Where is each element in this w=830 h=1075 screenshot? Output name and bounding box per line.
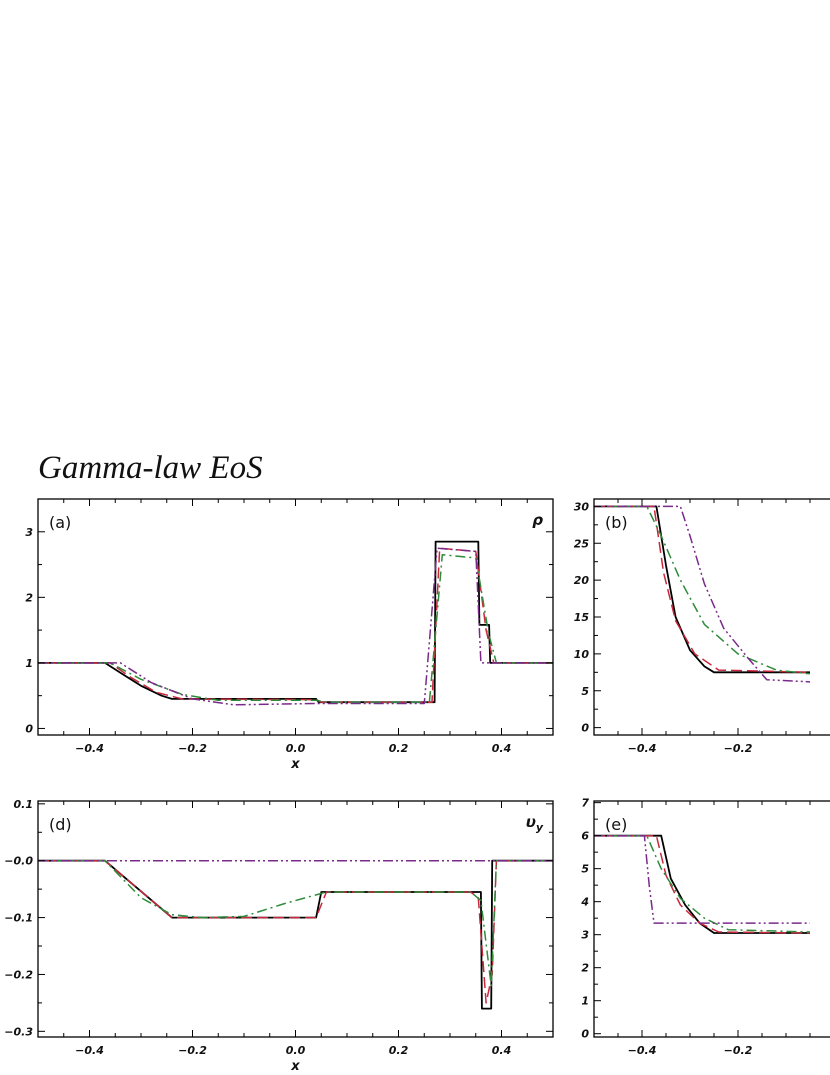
x-tick-label: 0.2 <box>389 1044 409 1057</box>
x-tick-label: −0.4 <box>75 742 104 755</box>
y-tick-label: 20 <box>574 574 590 587</box>
plot-frame <box>593 800 830 1038</box>
y-tick-label: 0 <box>581 722 589 735</box>
y-tick-label: 10 <box>574 648 590 661</box>
x-axis-label: x <box>290 1059 300 1074</box>
x-tick-label: −0.2 <box>724 742 753 755</box>
y-tick-label: 2 <box>581 962 589 975</box>
panel-label: (b) <box>605 513 628 532</box>
series-line-solid <box>38 859 553 1010</box>
series-line-dashdot <box>594 834 811 933</box>
y-tick-label: 1 <box>25 657 33 670</box>
x-tick-label: −0.4 <box>628 742 657 755</box>
panel-a: −0.4 −0.2 0.0 0.2 0.4 0 1 2 3 (a) ρ x <box>25 498 554 772</box>
y-tick-label: 25 <box>574 537 590 550</box>
series-line-dashdotdot <box>594 834 810 924</box>
plot-frame <box>37 800 554 1038</box>
series-line-dashdotdot <box>38 547 553 706</box>
series-line-dashdotdot <box>594 505 811 683</box>
y-tick-label: 5 <box>581 685 589 698</box>
x-tick-label: −0.4 <box>75 1044 104 1057</box>
y-tick-label: 0 <box>25 722 33 735</box>
x-tick-label: 0.2 <box>389 742 409 755</box>
x-tick-label: −0.2 <box>178 742 207 755</box>
x-tick-label: −0.2 <box>724 1044 753 1057</box>
figure-title: Gamma-law EoS <box>38 450 263 486</box>
panel-label: (d) <box>49 815 72 834</box>
y-tick-label: 15 <box>574 611 590 624</box>
y-tick-label: 1 <box>581 995 589 1008</box>
y-tick-label: 0 <box>581 1028 589 1041</box>
x-tick-label: −0.4 <box>628 1044 657 1057</box>
x-tick-label: −0.2 <box>178 1044 207 1057</box>
panel-b: −0.4 −0.2 0 5 10 15 20 25 30 (b) <box>574 498 830 755</box>
y-tick-label: 5 <box>581 863 589 876</box>
y-tick-label: −0.3 <box>4 1025 33 1038</box>
y-tick-label: −0.0 <box>4 855 33 868</box>
y-tick-label: 6 <box>581 830 589 843</box>
x-tick-label: 0.4 <box>492 742 512 755</box>
variable-label: ρ <box>532 511 543 529</box>
variable-label: υy <box>526 813 544 834</box>
y-tick-label: 3 <box>581 929 589 942</box>
series-line-dashdot <box>38 859 553 987</box>
series-line-solid <box>38 540 553 704</box>
series-line-dashdot <box>594 505 811 675</box>
panel-e: −0.4 −0.2 0 1 2 3 4 5 6 7 (e) <box>580 797 830 1057</box>
series-line-longdash <box>594 834 811 934</box>
y-tick-label: 30 <box>574 500 590 513</box>
panel-label: (e) <box>605 815 627 834</box>
y-tick-label: 0.1 <box>14 798 34 811</box>
series-line-longdash <box>38 547 553 703</box>
y-tick-label: −0.1 <box>4 912 33 925</box>
y-tick-label: 2 <box>25 591 33 604</box>
x-tick-label: 0.4 <box>492 1044 512 1057</box>
x-axis-label: x <box>290 757 300 772</box>
x-tick-label: 0.0 <box>286 1044 306 1057</box>
y-tick-label: −0.2 <box>4 968 33 981</box>
panel-label: (a) <box>49 513 71 532</box>
panel-d: −0.4 −0.2 0.0 0.2 0.4 −0.3 −0.2 −0.1 −0.0 0.1 (d) υ… <box>4 798 554 1074</box>
series-line-dashdot <box>38 553 553 703</box>
y-tick-label: 7 <box>581 797 589 810</box>
x-tick-label: 0.0 <box>286 742 306 755</box>
plot-frame <box>593 498 830 736</box>
series-line-solid <box>594 834 810 934</box>
series-line-longdash <box>594 505 811 674</box>
y-tick-label: 4 <box>580 896 589 909</box>
series-line-solid <box>594 505 810 674</box>
y-tick-label: 3 <box>25 526 33 539</box>
series-line-longdash <box>38 859 553 1004</box>
